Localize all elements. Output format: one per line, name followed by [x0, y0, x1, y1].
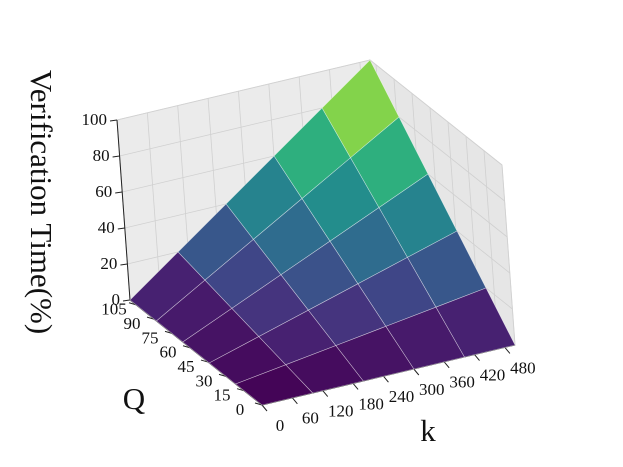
x-tick-label: 360 [449, 373, 475, 392]
x-tick-label: 240 [389, 387, 415, 406]
y-tick-label: 45 [178, 357, 195, 376]
tick-mark [474, 354, 480, 361]
y-tick-label: 105 [101, 300, 127, 319]
z-tick-label: 20 [100, 254, 117, 273]
z-tick-label: 60 [95, 182, 112, 201]
x-tick-label: 420 [480, 366, 506, 385]
tick-mark [115, 191, 123, 194]
x-tick-label: 180 [358, 394, 384, 413]
z-axis-label: Verification Time(%) [24, 70, 59, 334]
tick-mark [413, 368, 420, 376]
tick-mark [122, 299, 131, 302]
x-tick-label: 60 [302, 409, 319, 428]
tick-mark [112, 155, 120, 158]
x-tick-label: 300 [419, 380, 445, 399]
z-tick-label: 40 [98, 218, 115, 237]
tick-mark [109, 119, 118, 122]
x-tick-label: 120 [328, 402, 354, 421]
grid-line [369, 59, 503, 166]
y-tick-label: 90 [124, 314, 141, 333]
grid-line [146, 112, 161, 293]
grid-line [483, 150, 498, 331]
tick-mark [120, 263, 128, 266]
tick-mark [261, 404, 268, 412]
x-tick-label: 480 [510, 358, 536, 377]
tick-mark [383, 375, 389, 383]
axis-line [116, 119, 131, 301]
z-tick-label: 100 [82, 110, 108, 129]
x-axis-label: k [420, 413, 436, 448]
tick-mark [322, 390, 329, 397]
grid-line [501, 164, 516, 346]
y-tick-label: 75 [142, 328, 159, 347]
y-tick-label: 15 [214, 386, 231, 405]
y-tick-label: 60 [160, 343, 177, 362]
z-tick-label: 0 [112, 290, 121, 309]
x-tick-label: 0 [276, 416, 285, 435]
tick-mark [504, 347, 511, 354]
tick-mark [443, 361, 450, 369]
y-tick-label: 30 [196, 371, 213, 390]
tick-mark [117, 227, 125, 230]
y-axis-label: Q [123, 381, 145, 416]
surface-face [235, 364, 314, 406]
y-tick-label: 0 [236, 400, 245, 419]
z-tick-label: 80 [93, 146, 110, 165]
tick-mark [352, 383, 359, 390]
tick-mark [291, 397, 298, 405]
grid-line [116, 59, 371, 121]
